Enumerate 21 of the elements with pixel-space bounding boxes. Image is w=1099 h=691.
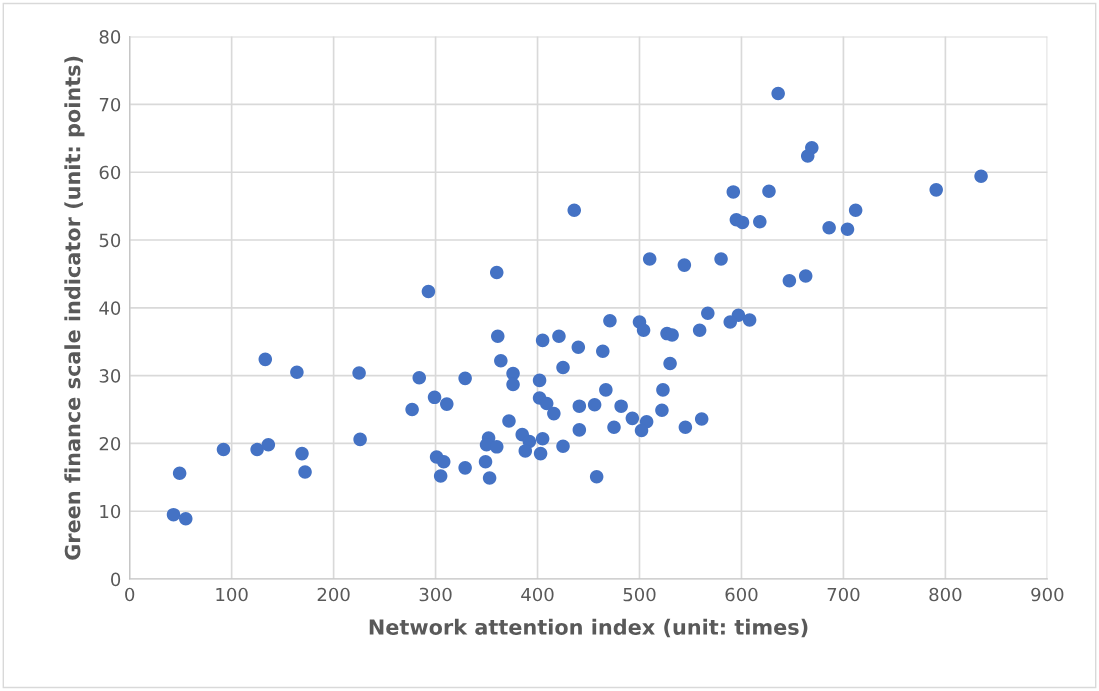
y-tick-label: 60 [99, 165, 121, 180]
x-tick-label: 700 [827, 587, 860, 602]
x-tick-label: 800 [929, 587, 962, 602]
x-tick-label: 500 [623, 587, 656, 602]
x-tick-label: 0 [125, 587, 135, 602]
x-tick-label: 900 [1031, 587, 1064, 602]
y-tick-label: 50 [99, 233, 121, 248]
y-tick-label: 10 [100, 504, 121, 519]
x-tick-label: 600 [725, 587, 758, 602]
y-tick-label: 20 [99, 436, 121, 451]
x-tick-label: 100 [216, 587, 248, 602]
x-tick-label: 400 [521, 587, 554, 602]
y-tick-label: 0 [111, 572, 121, 587]
y-tick-label: 70 [99, 97, 121, 112]
y-tick-label: 40 [99, 301, 121, 315]
x-tick-label: 300 [419, 587, 452, 602]
y-axis-title: Green finance scale indicator (unit: points) [64, 56, 85, 560]
y-tick-label: 80 [99, 30, 121, 44]
y-tick-label: 30 [99, 369, 121, 383]
x-axis-title: Network attention index (unit: times) [369, 618, 808, 638]
x-tick-label: 200 [317, 587, 350, 602]
